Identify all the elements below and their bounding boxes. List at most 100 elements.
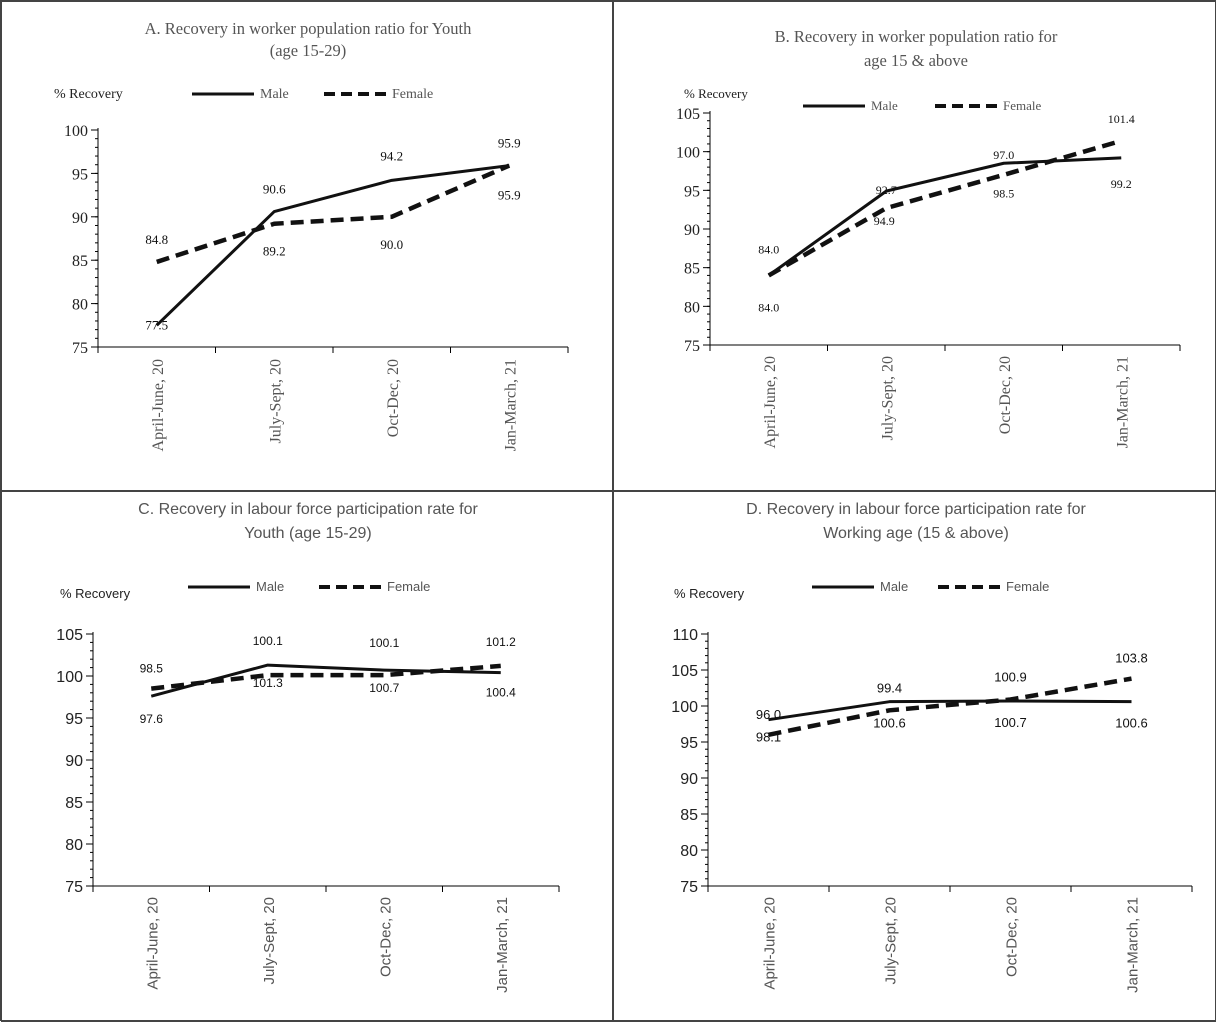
y-tick-label: 85: [65, 795, 83, 812]
legend-female-label: Female: [1003, 98, 1041, 113]
y-tick-label: 95: [680, 735, 698, 752]
chart-title: B. Recovery in worker population ratio f…: [775, 27, 1058, 46]
male-data-label: 100.6: [873, 716, 906, 731]
male-data-label: 98.1: [756, 730, 781, 745]
y-tick-label: 105: [676, 106, 700, 123]
legend-male-label: Male: [260, 87, 289, 102]
male-series-line: [155, 164, 510, 327]
male-data-label: 90.6: [263, 182, 286, 197]
chart-title: Youth (age 15-29): [244, 525, 372, 542]
male-data-label: 100.7: [369, 681, 399, 695]
y-tick-label: 105: [671, 663, 698, 680]
male-data-label: 99.2: [1111, 177, 1132, 191]
female-data-label: 100.9: [994, 670, 1027, 685]
y-tick-label: 95: [65, 711, 83, 728]
female-data-label: 100.1: [253, 634, 283, 648]
female-data-label: 97.0: [993, 148, 1014, 162]
chart-c-svg: C. Recovery in labour force participatio…: [56, 501, 560, 993]
legend-male-label: Male: [256, 579, 284, 594]
male-data-label: 100.4: [486, 686, 516, 700]
chart-d-svg: D. Recovery in labour force participatio…: [671, 501, 1193, 993]
y-tick-label: 80: [680, 843, 698, 860]
legend-female-label: Female: [387, 579, 430, 594]
chart-title: Working age (15 & above): [823, 525, 1009, 542]
x-category-label: April-June, 20: [762, 897, 779, 990]
y-tick-label: 100: [56, 669, 83, 686]
y-tick-label: 90: [72, 210, 88, 227]
x-category-label: July-Sept, 20: [879, 356, 896, 440]
x-category-label: Oct-Dec, 20: [377, 897, 394, 977]
female-data-label: 96.0: [756, 707, 781, 722]
female-series-line: [156, 163, 511, 265]
male-series-line: [767, 156, 1122, 277]
y-tick-label: 75: [684, 338, 700, 355]
y-tick-label: 85: [72, 253, 88, 270]
y-tick-label: 90: [684, 222, 700, 239]
y-tick-label: 95: [72, 166, 88, 183]
y-tick-label: 75: [65, 879, 83, 896]
female-data-label: 99.4: [877, 680, 902, 695]
chart-title: (age 15-29): [270, 41, 347, 60]
male-data-label: 94.9: [874, 214, 895, 228]
female-data-label: 89.2: [263, 244, 286, 259]
y-axis-label: % Recovery: [60, 586, 131, 601]
chart-panel-a: A. Recovery in worker population ratio f…: [1, 1, 613, 491]
chart-title: D. Recovery in labour force participatio…: [746, 501, 1086, 518]
x-category-label: Jan-March, 21: [502, 359, 519, 451]
female-data-label: 98.5: [140, 662, 164, 676]
x-category-label: Jan-March, 21: [1125, 897, 1142, 993]
y-tick-label: 75: [680, 879, 698, 896]
chart-b-svg: B. Recovery in worker population ratio f…: [676, 27, 1181, 448]
legend-male-label: Male: [871, 98, 898, 113]
female-data-label: 103.8: [1115, 651, 1148, 666]
chart-panel-c: C. Recovery in labour force participatio…: [1, 491, 613, 1022]
y-axis-label: % Recovery: [54, 87, 123, 102]
x-category-label: Oct-Dec, 20: [385, 359, 402, 437]
y-tick-label: 85: [684, 261, 700, 278]
male-data-label: 77.5: [145, 317, 168, 332]
chart-title: age 15 & above: [864, 51, 968, 70]
x-category-label: Oct-Dec, 20: [997, 356, 1014, 434]
y-tick-label: 85: [680, 807, 698, 824]
y-tick-label: 95: [684, 183, 700, 200]
male-data-label: 94.2: [380, 148, 403, 163]
male-series-line: [768, 699, 1132, 722]
chart-a-svg: A. Recovery in worker population ratio f…: [54, 19, 569, 451]
y-tick-label: 90: [680, 771, 698, 788]
legend-female-label: Female: [392, 87, 433, 102]
male-data-label: 100.6: [1115, 716, 1148, 731]
y-axis-label: % Recovery: [674, 586, 745, 601]
chart-title: C. Recovery in labour force participatio…: [138, 501, 478, 518]
y-tick-label: 75: [72, 340, 88, 357]
y-axis-label: % Recovery: [684, 86, 748, 101]
chart-panel-d: D. Recovery in labour force participatio…: [613, 491, 1216, 1022]
legend-male-label: Male: [880, 579, 908, 594]
female-series-line: [768, 676, 1132, 738]
legend-female-label: Female: [1006, 579, 1049, 594]
x-category-label: July-Sept, 20: [883, 897, 900, 985]
chart-panel-b: B. Recovery in worker population ratio f…: [613, 1, 1216, 491]
female-data-label: 101.4: [1108, 112, 1135, 126]
y-tick-label: 80: [72, 297, 88, 314]
female-data-label: 84.8: [145, 232, 168, 247]
female-data-label: 92.7: [876, 183, 897, 197]
female-data-label: 90.0: [380, 237, 403, 252]
female-series-line: [767, 138, 1122, 278]
x-category-label: April-June, 20: [150, 359, 167, 451]
male-data-label: 100.7: [994, 715, 1027, 730]
x-category-label: Oct-Dec, 20: [1004, 897, 1021, 977]
female-series-line: [150, 663, 501, 691]
x-category-label: Jan-March, 21: [1114, 356, 1131, 448]
x-category-label: Jan-March, 21: [494, 897, 511, 993]
female-data-label: 101.2: [486, 635, 516, 649]
x-category-label: April-June, 20: [762, 356, 779, 448]
female-data-label: 84.0: [758, 300, 779, 314]
y-tick-label: 110: [672, 627, 698, 644]
male-data-label: 101.3: [253, 676, 283, 690]
male-data-label: 95.9: [498, 136, 521, 151]
y-tick-label: 80: [65, 837, 83, 854]
chart-title: A. Recovery in worker population ratio f…: [145, 19, 472, 38]
x-category-label: July-Sept, 20: [261, 897, 278, 985]
x-category-label: April-June, 20: [144, 897, 161, 990]
y-tick-label: 80: [684, 299, 700, 316]
